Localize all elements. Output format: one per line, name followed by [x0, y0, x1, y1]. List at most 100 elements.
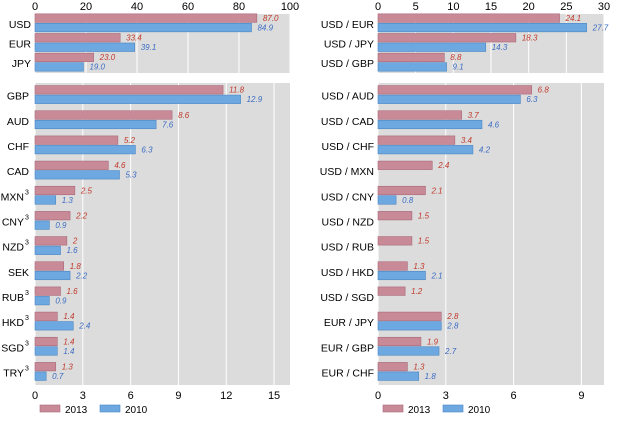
bar-2013	[377, 211, 413, 221]
x-tick-label: 10	[447, 1, 459, 13]
bar-2013	[377, 236, 413, 246]
data-label-2013: 24.1	[565, 14, 582, 23]
category-label: CHF	[7, 141, 29, 153]
category-label: RUB	[2, 292, 24, 304]
x-tick-label: 15	[485, 1, 497, 13]
legend-swatch-2013	[39, 404, 61, 413]
bar-2013	[34, 160, 109, 170]
bar-2013	[377, 52, 445, 62]
bar-2013	[34, 286, 61, 296]
data-label-2013: 18.3	[522, 34, 538, 43]
data-label-2010: 0.9	[55, 296, 67, 305]
category-label: HKD	[2, 317, 25, 329]
data-label-2010: 2.4	[78, 322, 91, 331]
bar-2010	[34, 23, 252, 33]
category-label: USD / SGD	[320, 292, 374, 304]
category-label: AUD	[7, 116, 30, 128]
x-tick-label: 80	[233, 1, 245, 13]
legend-swatch-2010	[99, 404, 121, 413]
bar-2010	[377, 195, 397, 205]
x-tick-label: 9	[578, 390, 584, 402]
bar-2010	[34, 62, 84, 72]
x-tick-label: 3	[80, 390, 86, 402]
category-footnote: 3	[25, 189, 29, 196]
bar-2013	[34, 85, 224, 95]
data-label-2010: 1.3	[62, 196, 74, 205]
category-footnote: 3	[25, 365, 29, 372]
category-label: USD / CNY	[321, 191, 374, 203]
legend-swatch-2013	[382, 404, 404, 413]
legend-right: 2013 2010	[382, 404, 491, 416]
bar-2013	[377, 135, 456, 145]
data-label-2013: 1.4	[63, 312, 75, 321]
data-label-2010: 7.6	[162, 120, 174, 129]
x-tick-label: 5	[413, 1, 419, 13]
bar-2013	[34, 362, 57, 372]
category-label: USD / AUD	[321, 91, 374, 103]
bar-2013	[34, 236, 68, 246]
category-label: JPY	[12, 58, 31, 70]
bar-2013	[377, 33, 517, 43]
bar-2010	[34, 346, 58, 356]
category-label: NZD	[2, 242, 24, 254]
bar-2013	[377, 336, 422, 347]
bar-2013	[34, 261, 64, 271]
category-label: USD / CAD	[321, 116, 375, 128]
data-label-2013: 2.2	[75, 211, 88, 220]
x-tick-label: 9	[175, 390, 181, 402]
data-label-2013: 4.6	[114, 161, 126, 170]
x-tick-label: 6	[511, 390, 517, 402]
data-label-2010: 1.8	[425, 372, 437, 381]
chart-panel-3: 0 5 10 15 20 25 30 USD / EUR 24.1 27.7 USD / JPY 18…	[321, 1, 610, 73]
bar-2013	[34, 52, 94, 62]
category-label: SGD	[1, 342, 24, 354]
x-tick-label: 100	[281, 1, 299, 13]
data-label-2013: 1.3	[62, 362, 74, 371]
chart-panel-1: 0 20 40 60 80 100 USD 87.084.9 EUR 33.439.1 JPY 23.…	[9, 1, 299, 73]
data-label-2013: 3.4	[461, 136, 473, 145]
data-label-2010: 9.1	[453, 63, 464, 72]
data-label-2010: 27.7	[592, 23, 609, 32]
data-label-2010: 4.6	[488, 120, 500, 129]
bar-2010	[377, 346, 440, 356]
bar-2013	[377, 286, 406, 296]
data-label-2010: 2.2	[75, 271, 88, 280]
bar-2010	[34, 220, 50, 230]
x-tick-label: 15	[268, 390, 280, 402]
category-label: USD / HKD	[321, 267, 375, 279]
data-label-2013: 2	[72, 237, 78, 246]
x-tick-label: 0	[32, 390, 38, 402]
data-label-2013: 3.7	[468, 111, 480, 120]
data-label-2010: 0.7	[52, 372, 64, 381]
data-label-2010: 0.9	[55, 221, 67, 230]
category-label: USD / JPY	[324, 39, 374, 51]
bar-2013	[34, 135, 119, 145]
x-tick-label: 12	[220, 390, 232, 402]
data-label-2013: 1.2	[411, 287, 423, 296]
data-label-2013: 5.2	[124, 136, 136, 145]
x-tick-label: 20	[523, 1, 535, 13]
data-label-2013: 1.8	[70, 262, 82, 271]
category-label: USD / RUB	[321, 242, 374, 254]
x-tick-label: 6	[128, 390, 134, 402]
data-label-2013: 8.6	[178, 111, 190, 120]
category-label: CNY	[2, 216, 24, 228]
bar-2010	[377, 42, 487, 52]
legend-left: 2013 2010	[39, 404, 148, 416]
bar-2013	[34, 336, 58, 347]
data-label-2013: 1.3	[413, 262, 425, 271]
bar-2013	[377, 85, 532, 95]
category-label: USD / EUR	[321, 19, 375, 31]
data-label-2010: 1.4	[63, 347, 75, 356]
category-label: CAD	[7, 166, 30, 178]
bar-2010	[377, 119, 483, 130]
bar-2010	[34, 321, 74, 331]
data-label-2010: 12.9	[247, 95, 263, 104]
data-label-2013: 2.8	[446, 312, 459, 321]
data-label-2013: 1.6	[67, 287, 79, 296]
bar-2010	[34, 42, 136, 52]
data-label-2013: 87.0	[263, 14, 279, 23]
category-label: EUR	[9, 39, 32, 51]
legend-label-2013: 2013	[65, 405, 88, 416]
bar-2010	[377, 23, 587, 33]
